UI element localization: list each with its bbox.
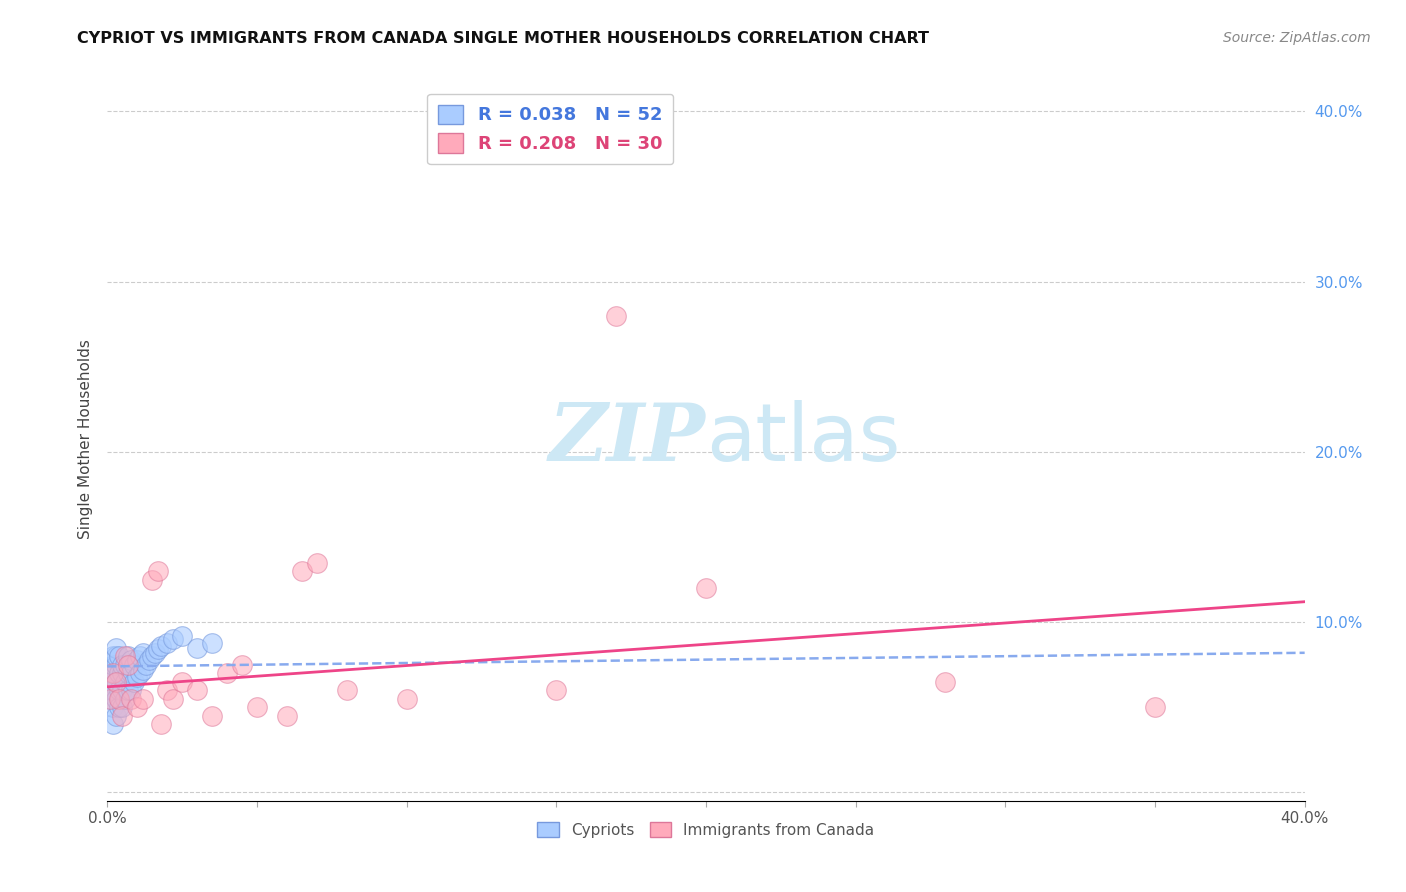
Point <box>108 700 131 714</box>
Point <box>143 646 166 660</box>
Point <box>101 666 124 681</box>
Legend: Cypriots, Immigrants from Canada: Cypriots, Immigrants from Canada <box>531 815 880 844</box>
Point <box>98 674 121 689</box>
Point <box>146 642 169 657</box>
Point <box>170 674 193 689</box>
Point <box>186 640 208 655</box>
Point <box>111 657 134 672</box>
Point <box>132 646 155 660</box>
Point <box>101 700 124 714</box>
Point <box>105 649 128 664</box>
Point <box>186 683 208 698</box>
Point <box>215 666 238 681</box>
Point <box>101 717 124 731</box>
Point <box>141 573 163 587</box>
Point <box>150 717 173 731</box>
Point <box>231 657 253 672</box>
Point <box>138 652 160 666</box>
Point <box>114 674 136 689</box>
Point <box>117 649 139 664</box>
Point <box>336 683 359 698</box>
Point <box>101 657 124 672</box>
Point <box>101 666 124 681</box>
Point <box>1143 700 1166 714</box>
Point <box>156 635 179 649</box>
Point <box>395 691 418 706</box>
Point <box>291 564 314 578</box>
Point <box>695 581 717 595</box>
Point <box>111 700 134 714</box>
Point <box>170 629 193 643</box>
Point <box>105 708 128 723</box>
Point <box>156 683 179 698</box>
Point <box>546 683 568 698</box>
Point <box>114 649 136 664</box>
Text: CYPRIOT VS IMMIGRANTS FROM CANADA SINGLE MOTHER HOUSEHOLDS CORRELATION CHART: CYPRIOT VS IMMIGRANTS FROM CANADA SINGLE… <box>77 31 929 46</box>
Point <box>108 649 131 664</box>
Point <box>305 556 328 570</box>
Point <box>129 649 152 664</box>
Point <box>122 674 145 689</box>
Point <box>276 708 298 723</box>
Point <box>114 691 136 706</box>
Point <box>117 666 139 681</box>
Text: ZIP: ZIP <box>548 401 706 478</box>
Point <box>201 708 224 723</box>
Point <box>127 652 149 666</box>
Point <box>105 691 128 706</box>
Point <box>111 708 134 723</box>
Point <box>135 657 157 672</box>
Point <box>120 691 142 706</box>
Point <box>108 683 131 698</box>
Point <box>98 691 121 706</box>
Point <box>114 657 136 672</box>
Point <box>98 691 121 706</box>
Point <box>132 663 155 677</box>
Point <box>117 683 139 698</box>
Point <box>108 666 131 681</box>
Point <box>934 674 956 689</box>
Point <box>111 666 134 681</box>
Text: atlas: atlas <box>706 401 900 478</box>
Point <box>129 666 152 681</box>
Point <box>132 691 155 706</box>
Point <box>122 657 145 672</box>
Point <box>98 666 121 681</box>
Point <box>162 691 184 706</box>
Point <box>246 700 269 714</box>
Point <box>146 564 169 578</box>
Point <box>162 632 184 647</box>
Point <box>105 640 128 655</box>
Point <box>201 635 224 649</box>
Point <box>120 683 142 698</box>
Point <box>105 674 128 689</box>
Point <box>98 683 121 698</box>
Point <box>150 639 173 653</box>
Point <box>120 652 142 666</box>
Point <box>101 683 124 698</box>
Point <box>117 657 139 672</box>
Point <box>105 657 128 672</box>
Point <box>101 649 124 664</box>
Y-axis label: Single Mother Households: Single Mother Households <box>79 339 93 539</box>
Point <box>141 649 163 664</box>
Text: Source: ZipAtlas.com: Source: ZipAtlas.com <box>1223 31 1371 45</box>
Point <box>111 683 134 698</box>
Point <box>605 309 627 323</box>
Point <box>108 691 131 706</box>
Point <box>127 670 149 684</box>
Point <box>127 700 149 714</box>
Point <box>105 674 128 689</box>
Point <box>120 666 142 681</box>
